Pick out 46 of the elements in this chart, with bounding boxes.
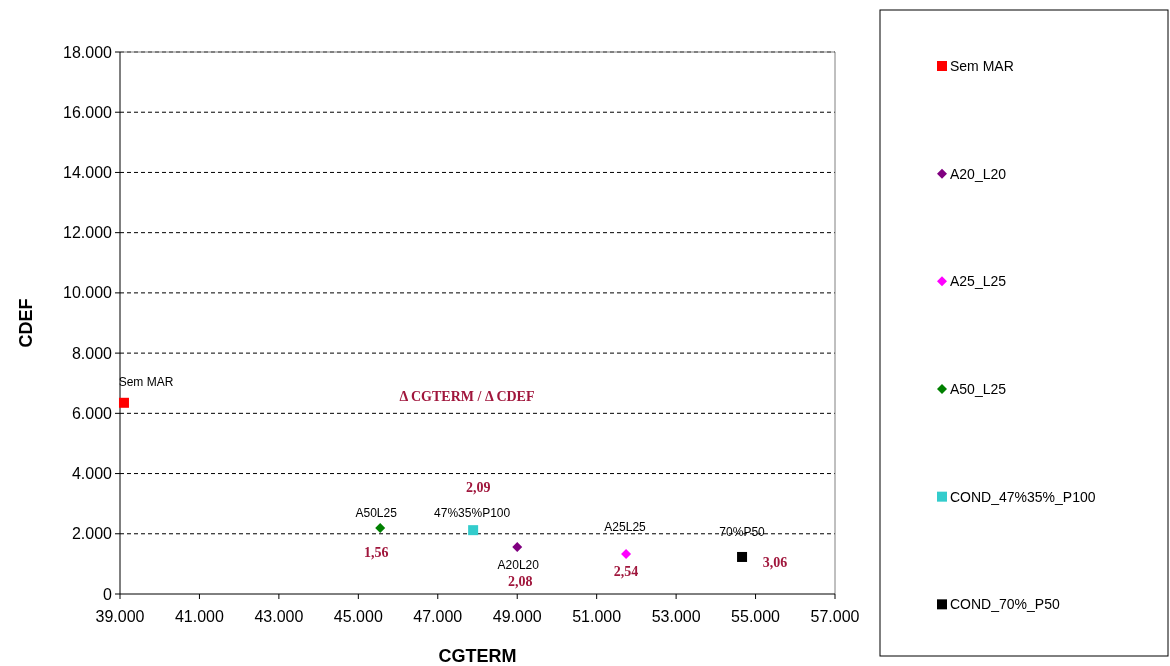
point (468, 525, 479, 536)
x-tick-label: 49.000 (492, 608, 542, 625)
y-axis-title: CDEF (16, 298, 36, 348)
annotation: 70%P50 (719, 525, 766, 540)
legend-label: COND_70%_P50 (950, 596, 1060, 613)
annotation: 2,54 (613, 563, 639, 579)
y-tick-label: 2.000 (71, 525, 113, 543)
x-tick-label: 47.000 (413, 608, 463, 625)
x-tick-label: 45.000 (333, 608, 383, 625)
x-tick-label: 53.000 (651, 608, 701, 625)
annotation: 2,08 (507, 573, 533, 589)
legend-label: A20_L20 (950, 165, 1007, 182)
x-axis-title: CGTERM (438, 646, 517, 666)
point (737, 551, 748, 562)
point (621, 548, 632, 559)
x-tick-label: 55.000 (731, 608, 781, 625)
annotation: Δ CGTERM / Δ CDEF (399, 388, 535, 404)
legend-label: Sem MAR (950, 57, 1014, 74)
annotation: 2,09 (465, 480, 491, 496)
annotation: 1,56 (363, 544, 389, 560)
annotation: 3,06 (762, 554, 788, 570)
legend-label: A50_L25 (950, 380, 1007, 397)
y-tick-label: 10.000 (63, 284, 113, 302)
annotation: Sem MAR (118, 374, 174, 389)
x-tick-label: 51.000 (572, 608, 622, 625)
y-tick-label: 8.000 (71, 344, 113, 362)
y-tick-label: 14.000 (63, 164, 113, 182)
annotation: 47%35%P100 (434, 506, 511, 521)
point (512, 542, 523, 553)
y-tick-label: 18.000 (63, 43, 113, 61)
x-tick-label: 43.000 (254, 608, 304, 625)
y-tick-label: 4.000 (71, 465, 113, 483)
legend-label: A25_L25 (950, 273, 1007, 290)
y-tick-label: 12.000 (63, 224, 113, 242)
annotation: A50L25 (355, 506, 398, 521)
x-tick-label: 41.000 (174, 608, 225, 625)
point (118, 397, 129, 408)
y-tick-label: 16.000 (63, 103, 113, 121)
legend-label: COND_47%35%_P100 (950, 488, 1096, 505)
x-tick-label: 39.000 (95, 608, 145, 625)
x-tick-label: 57.000 (810, 608, 860, 625)
annotation: A20L20 (497, 558, 540, 573)
y-tick-label: 6.000 (71, 404, 113, 422)
point (375, 523, 386, 534)
y-tick-label: 0 (103, 585, 113, 603)
annotation: A25L25 (604, 520, 647, 535)
